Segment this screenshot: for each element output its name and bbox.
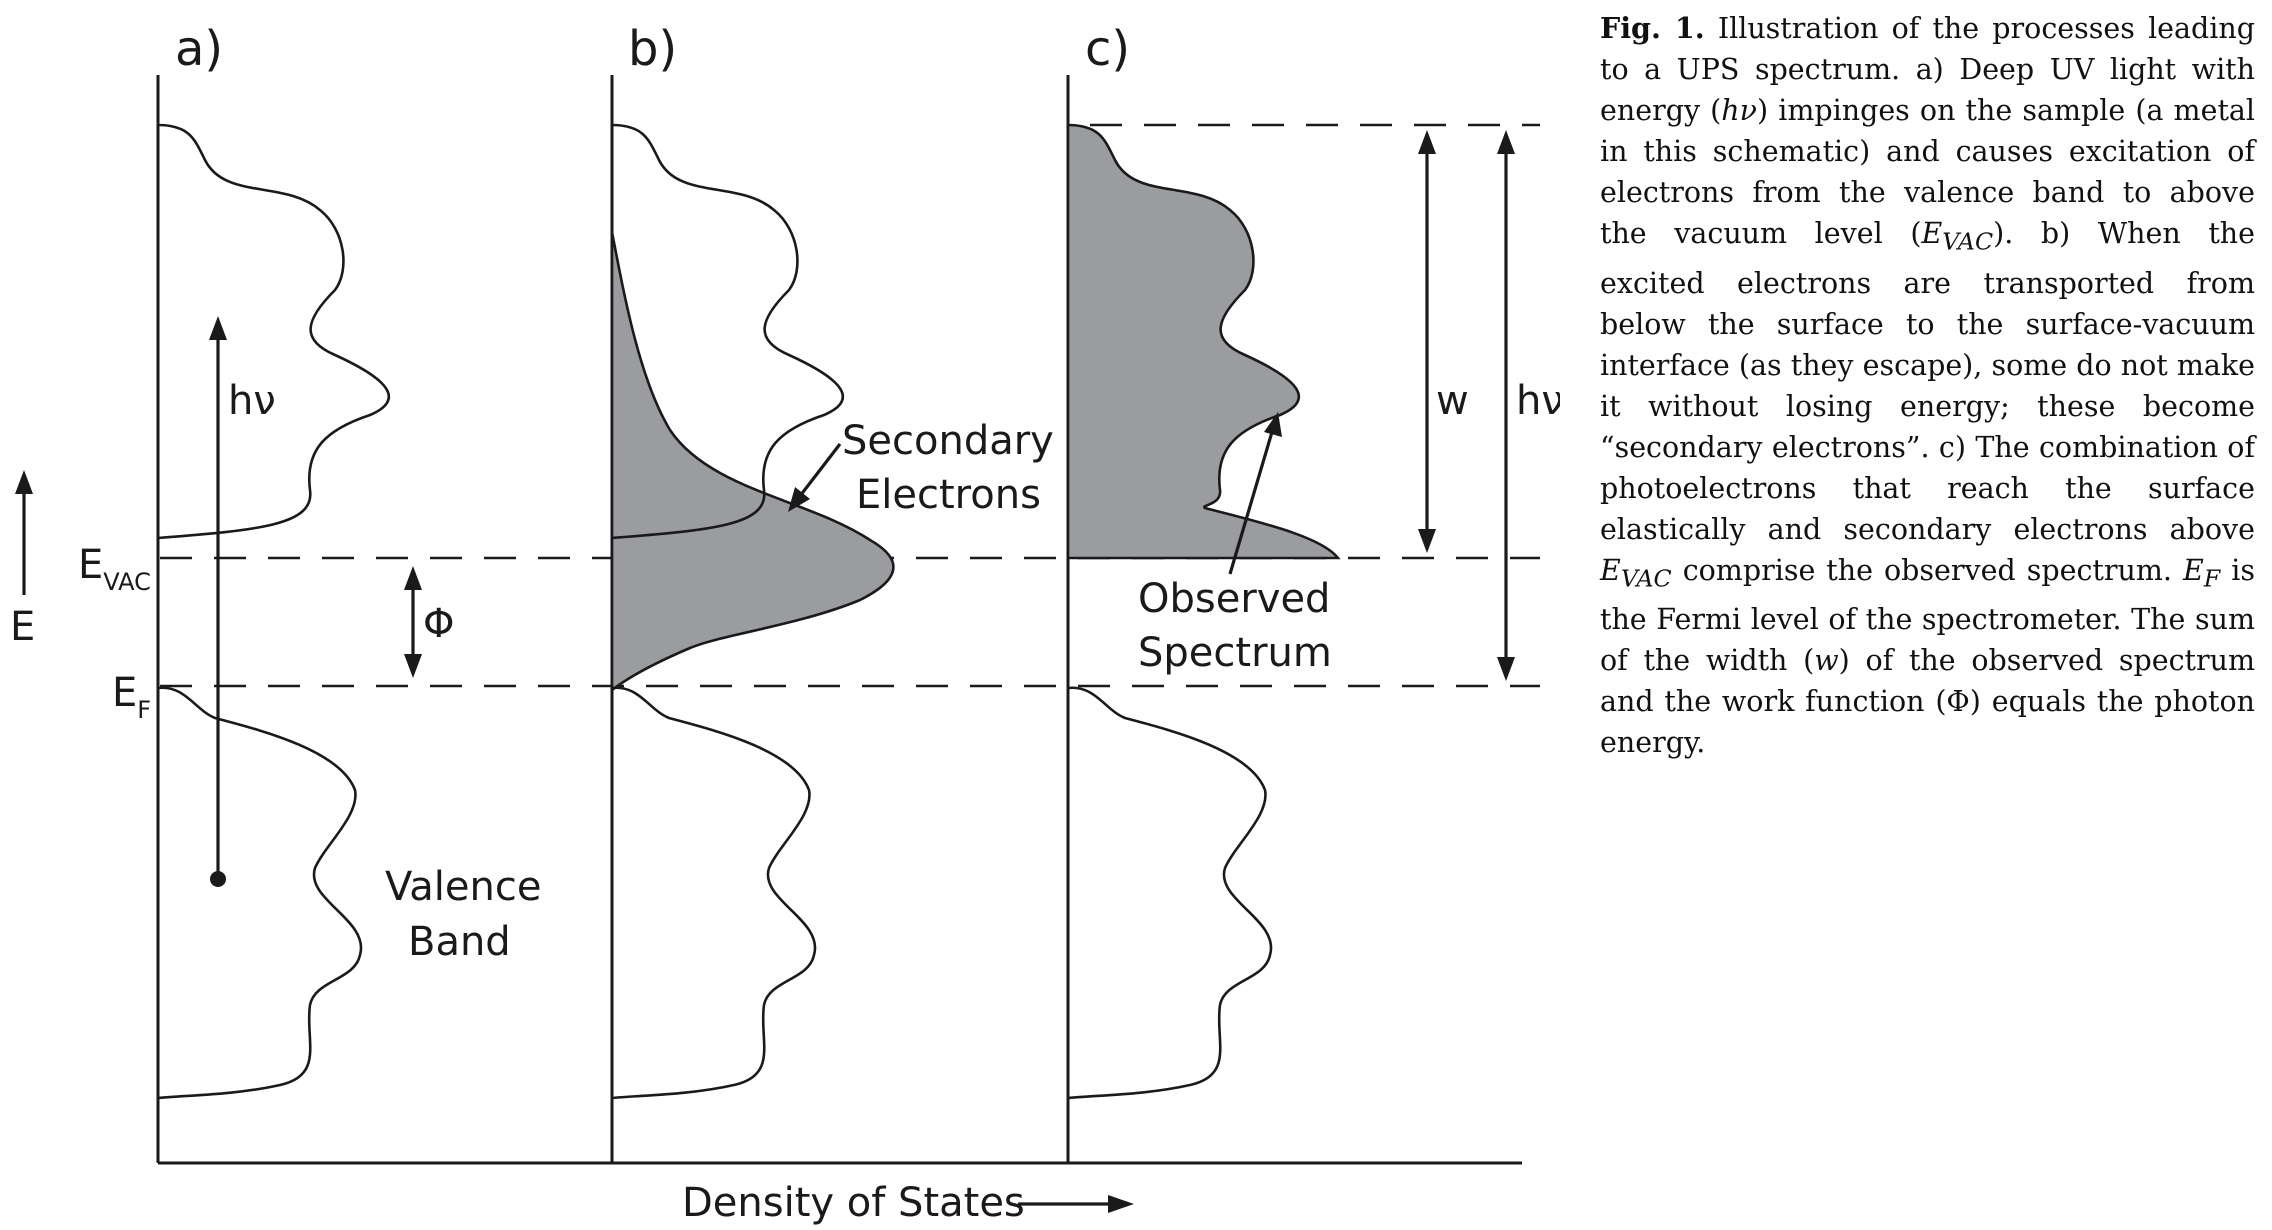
- w-arrowhead-bottom: [1418, 529, 1436, 553]
- panel-a-curves: [157, 123, 391, 1100]
- evac-label-sub: VAC: [103, 568, 151, 596]
- secondary-pointer-arrow: [798, 443, 842, 497]
- w-label: w: [1436, 378, 1469, 424]
- observed-spectrum-fill: [1066, 123, 1341, 560]
- ef-label-main: E: [112, 670, 137, 716]
- secondary-electrons-fill: [610, 231, 895, 693]
- hv-total-arrowhead-bottom: [1497, 657, 1515, 681]
- caption-w: w: [1814, 644, 1839, 678]
- w-arrowhead-top: [1418, 130, 1436, 154]
- valence-band-label-line1: Valence: [385, 864, 541, 910]
- valence-band-label-line2: Band: [408, 919, 511, 965]
- hv-excitation-arrowhead: [209, 316, 227, 340]
- caption-hv: hν: [1721, 94, 1757, 127]
- dos-axis-arrowhead: [1108, 1195, 1134, 1213]
- secondary-pointer-arrowhead: [788, 487, 810, 512]
- density-of-states-label: Density of States: [682, 1180, 1025, 1226]
- observed-pointer-arrow: [1228, 431, 1274, 575]
- evac-label-main: E: [78, 542, 103, 588]
- caption-evac-sub: VAC: [1942, 227, 1994, 256]
- observed-spectrum-label-line2: Spectrum: [1138, 630, 1332, 676]
- caption-seg1: Illustration of the processes leading to…: [1600, 12, 2255, 127]
- phi-arrowhead-bottom: [404, 654, 422, 678]
- panel-a-upper-curve: [157, 123, 391, 540]
- caption-ef-sub: F: [2203, 564, 2221, 593]
- caption-seg6: ) of the observed spectrum and the work …: [1600, 644, 2255, 760]
- caption-evac2-main: E: [1600, 553, 1621, 587]
- ups-diagram: a) b) c) E EVAC EF hν Φ Valence Band Sec…: [10, 21, 1560, 1226]
- panel-b-curves: [610, 123, 895, 1100]
- observed-spectrum-label-line1: Observed: [1138, 576, 1330, 622]
- caption-seg4: comprise the observed spectrum.: [1671, 553, 2183, 587]
- secondary-electrons-label-line1: Secondary: [842, 418, 1054, 464]
- caption-paragraph: Fig. 1. Illustration of the processes le…: [1600, 8, 2255, 763]
- panel-a-valence-curve: [157, 686, 363, 1100]
- energy-axis-label: E: [10, 604, 35, 650]
- figure-caption: Fig. 1. Illustration of the processes le…: [1600, 8, 2255, 763]
- arrows: [15, 130, 1515, 1213]
- ef-label-sub: F: [137, 696, 151, 724]
- caption-fig-label: Fig. 1.: [1600, 11, 1705, 45]
- panel-c-label: c): [1085, 21, 1130, 77]
- caption-evac2-sub: VAC: [1620, 564, 1672, 593]
- caption-seg5: is the Fermi level of the spectrometer. …: [1600, 553, 2255, 678]
- caption-seg3: ). b) When the excited electrons are tra…: [1600, 217, 2255, 546]
- hv-total-arrowhead-top: [1497, 130, 1515, 154]
- caption-evac-main: E: [1921, 217, 1943, 250]
- caption-ef-main: E: [2182, 553, 2204, 587]
- evac-label: EVAC: [78, 542, 151, 596]
- hv-label-c: hν: [1516, 378, 1560, 424]
- observed-pointer-arrowhead: [1264, 412, 1282, 437]
- energy-axis-arrowhead: [15, 470, 33, 494]
- panel-b-label: b): [628, 21, 677, 77]
- phi-label: Φ: [423, 601, 454, 647]
- hv-start-dot: [210, 871, 226, 887]
- panel-c-valence-curve: [1067, 686, 1273, 1100]
- panel-b-upper-curve: [611, 123, 845, 540]
- panel-a-label: a): [175, 21, 223, 77]
- ef-label: EF: [112, 670, 151, 724]
- secondary-electrons-label-line2: Electrons: [856, 472, 1041, 518]
- phi-arrowhead-top: [404, 566, 422, 590]
- hv-label-a: hν: [228, 378, 276, 424]
- panel-c-curves: [1066, 123, 1341, 1100]
- diagram-labels: a) b) c) E EVAC EF hν Φ Valence Band Sec…: [10, 21, 1560, 1226]
- caption-seg2: ) impinges on the sample (a metal in thi…: [1600, 94, 2255, 250]
- panel-b-valence-curve: [611, 686, 817, 1100]
